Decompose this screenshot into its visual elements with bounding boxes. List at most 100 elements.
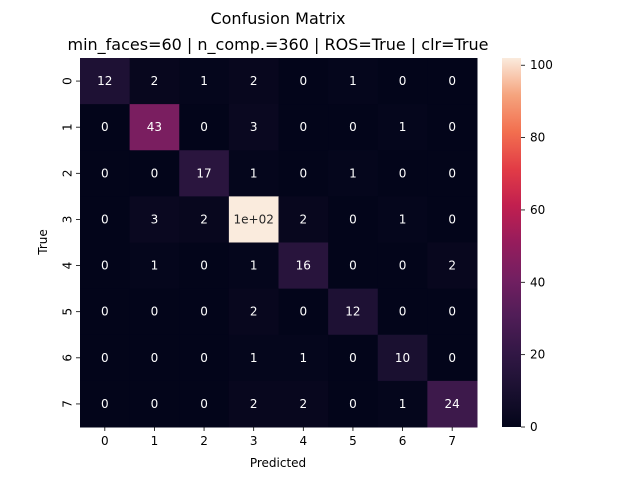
cell-label-0-3: 2 bbox=[250, 74, 258, 88]
cell-label-3-1: 3 bbox=[151, 212, 159, 226]
heatmap-cell-7-1 bbox=[129, 380, 180, 428]
y-tick-label: 4 bbox=[61, 262, 75, 270]
chart-subtitle: min_faces=60 | n_comp.=360 | ROS=True | … bbox=[67, 35, 488, 55]
colorbar-tick-label: 60 bbox=[530, 203, 545, 217]
heatmap-cell-2-2 bbox=[179, 150, 230, 197]
heatmap-cell-2-7 bbox=[427, 150, 478, 197]
cell-label-4-0: 0 bbox=[101, 259, 109, 273]
y-tick-label: 3 bbox=[61, 216, 75, 224]
x-axis-ticks: 0 1 2 3 4 5 6 7 bbox=[101, 427, 456, 448]
cell-label-7-3: 2 bbox=[250, 397, 258, 411]
cell-label-3-3: 1e+02 bbox=[234, 212, 274, 226]
cell-label-1-2: 0 bbox=[200, 120, 208, 134]
cell-label-1-7: 0 bbox=[448, 120, 456, 134]
heatmap-cell-3-3 bbox=[228, 196, 279, 243]
cell-label-6-3: 1 bbox=[250, 351, 258, 365]
x-tick-label: 4 bbox=[299, 434, 307, 448]
heatmap-cell-6-2 bbox=[179, 334, 230, 382]
cell-label-1-5: 0 bbox=[349, 120, 357, 134]
heatmap-cell-5-0 bbox=[80, 288, 131, 336]
heatmap-cell-5-6 bbox=[377, 288, 428, 336]
cell-label-7-0: 0 bbox=[101, 397, 109, 411]
cell-label-3-7: 0 bbox=[448, 212, 456, 226]
heatmap-cell-1-5 bbox=[328, 104, 379, 151]
heatmap-cell-7-4 bbox=[278, 380, 329, 428]
cell-label-0-2: 1 bbox=[200, 74, 208, 88]
cell-label-2-0: 0 bbox=[101, 166, 109, 180]
heatmap-cell-7-0 bbox=[80, 380, 131, 428]
chart-title: Confusion Matrix bbox=[210, 9, 345, 28]
cell-label-4-6: 0 bbox=[399, 259, 407, 273]
heatmap-cells bbox=[80, 58, 478, 428]
cell-label-5-3: 2 bbox=[250, 305, 258, 319]
heatmap-cell-4-7 bbox=[427, 242, 478, 290]
cell-label-3-5: 0 bbox=[349, 212, 357, 226]
y-tick-label: 2 bbox=[61, 169, 75, 177]
cell-label-6-7: 0 bbox=[448, 351, 456, 365]
heatmap-cell-0-3 bbox=[228, 58, 279, 105]
cell-label-4-5: 0 bbox=[349, 259, 357, 273]
heatmap-cell-5-4 bbox=[278, 288, 329, 336]
colorbar-tick-label: 0 bbox=[530, 420, 538, 434]
heatmap-cell-7-7 bbox=[427, 380, 478, 428]
cell-label-6-0: 0 bbox=[101, 351, 109, 365]
cell-label-2-7: 0 bbox=[448, 166, 456, 180]
heatmap-cell-2-6 bbox=[377, 150, 428, 197]
cell-label-1-1: 43 bbox=[147, 120, 162, 134]
cell-label-1-0: 0 bbox=[101, 120, 109, 134]
heatmap-cell-7-6 bbox=[377, 380, 428, 428]
heatmap-cell-5-3 bbox=[228, 288, 279, 336]
cell-label-4-7: 2 bbox=[448, 259, 456, 273]
heatmap-cell-4-3 bbox=[228, 242, 279, 290]
heatmap-cell-1-1 bbox=[129, 104, 180, 151]
cell-label-4-3: 1 bbox=[250, 259, 258, 273]
y-tick-label: 6 bbox=[61, 354, 75, 362]
heatmap-cell-5-2 bbox=[179, 288, 230, 336]
cell-label-7-2: 0 bbox=[200, 397, 208, 411]
heatmap-cell-3-0 bbox=[80, 196, 131, 243]
heatmap-cell-0-4 bbox=[278, 58, 329, 105]
heatmap-cell-2-4 bbox=[278, 150, 329, 197]
colorbar bbox=[502, 58, 521, 427]
cell-label-0-0: 12 bbox=[97, 74, 112, 88]
cell-label-3-0: 0 bbox=[101, 212, 109, 226]
heatmap-cell-0-1 bbox=[129, 58, 180, 105]
heatmap-cell-4-4 bbox=[278, 242, 329, 290]
heatmap-cell-6-1 bbox=[129, 334, 180, 382]
y-axis-label: True bbox=[36, 229, 50, 256]
x-tick-label: 3 bbox=[250, 434, 258, 448]
heatmap-cell-3-2 bbox=[179, 196, 230, 243]
cell-label-1-6: 1 bbox=[399, 120, 407, 134]
cell-label-0-4: 0 bbox=[299, 74, 307, 88]
cell-label-7-4: 2 bbox=[299, 397, 307, 411]
cell-label-7-5: 0 bbox=[349, 397, 357, 411]
y-axis-ticks: 0 1 2 3 4 5 6 7 bbox=[61, 77, 80, 408]
cell-label-5-6: 0 bbox=[399, 305, 407, 319]
x-tick-label: 7 bbox=[448, 434, 456, 448]
heatmap-cell-7-2 bbox=[179, 380, 230, 428]
cell-label-2-5: 1 bbox=[349, 166, 357, 180]
heatmap-cell-2-0 bbox=[80, 150, 131, 197]
heatmap-cell-0-5 bbox=[328, 58, 379, 105]
heatmap-cell-4-1 bbox=[129, 242, 180, 290]
colorbar-tick-label: 40 bbox=[530, 275, 545, 289]
cell-label-5-5: 12 bbox=[345, 305, 360, 319]
cell-label-4-2: 0 bbox=[200, 259, 208, 273]
heatmap-cell-6-3 bbox=[228, 334, 279, 382]
heatmap-cell-6-4 bbox=[278, 334, 329, 382]
heatmap-cell-4-2 bbox=[179, 242, 230, 290]
heatmap-cell-1-6 bbox=[377, 104, 428, 151]
cell-label-7-6: 1 bbox=[399, 397, 407, 411]
heatmap-cell-4-5 bbox=[328, 242, 379, 290]
heatmap-cell-1-0 bbox=[80, 104, 131, 151]
y-tick-label: 7 bbox=[61, 400, 75, 408]
cell-label-2-4: 0 bbox=[299, 166, 307, 180]
cell-labels: 12 2 1 2 0 1 0 00 43 0 3 0 0 1 00 0 17 1 0 1 0 00 3 2 1e+02 2 0 1 00… bbox=[97, 74, 460, 411]
x-tick-label: 5 bbox=[349, 434, 357, 448]
cell-label-6-2: 0 bbox=[200, 351, 208, 365]
colorbar-ticks: 0 20 40 60 80 100 bbox=[521, 58, 553, 434]
cell-label-5-1: 0 bbox=[151, 305, 159, 319]
x-tick-label: 6 bbox=[399, 434, 407, 448]
heatmap-cell-6-0 bbox=[80, 334, 131, 382]
